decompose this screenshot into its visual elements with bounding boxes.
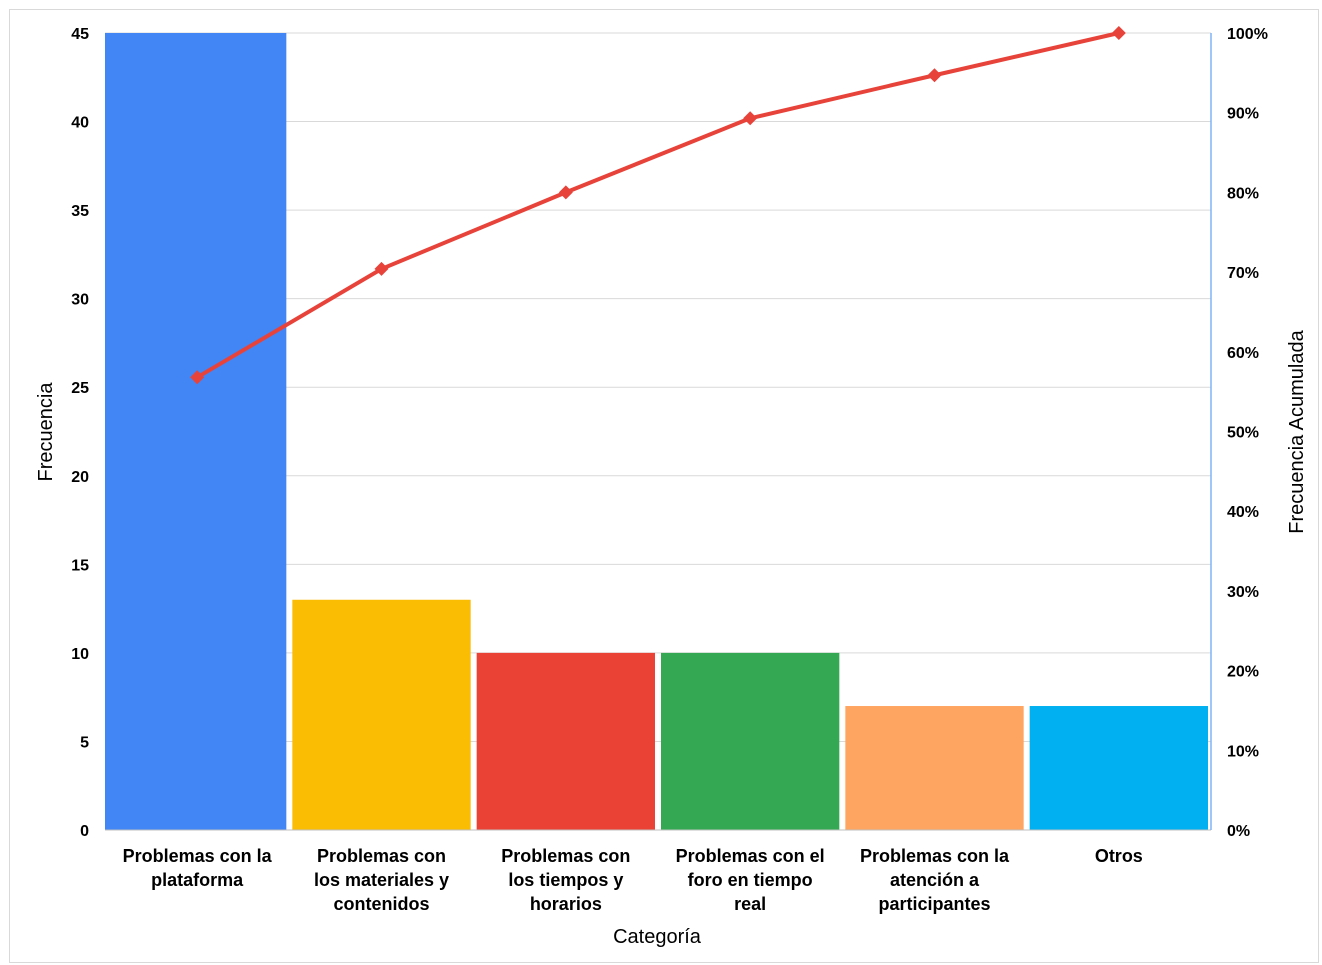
x-tick-label: Problemas con la plataforma bbox=[123, 846, 273, 890]
cumulative-line bbox=[190, 26, 1126, 385]
y2-tick-label: 40% bbox=[1227, 504, 1259, 521]
cumulative-marker bbox=[374, 261, 389, 276]
y-tick-label: 40 bbox=[71, 115, 89, 132]
bar bbox=[845, 706, 1024, 830]
y2-tick-label: 30% bbox=[1227, 584, 1259, 601]
tick-labels: 0 5 10 15 20 25 30 35 40 45 0% 10% 20% 30% 40% 50% 60% 70… bbox=[71, 26, 1268, 914]
y-tick-label: 10 bbox=[71, 646, 89, 663]
y2-tick-label: 20% bbox=[1227, 664, 1259, 681]
gridlines bbox=[105, 32, 1211, 742]
bar bbox=[1029, 706, 1208, 830]
y2-tick-label: 60% bbox=[1227, 345, 1259, 362]
axes bbox=[105, 33, 1212, 831]
x-tick-label: Problemas con los materiales y contenidos bbox=[314, 846, 449, 914]
y2-tick-label: 10% bbox=[1227, 743, 1259, 760]
x-tick-label: Problemas con la atención a participantes bbox=[860, 846, 1010, 914]
cumulative-polyline bbox=[196, 31, 1120, 380]
x-tick-label: Problemas con el foro en tiempo real bbox=[676, 846, 825, 914]
bars bbox=[105, 33, 1208, 830]
cumulative-marker bbox=[558, 185, 573, 200]
y-tick-label: 45 bbox=[71, 26, 89, 43]
y-tick-label: 20 bbox=[71, 469, 89, 486]
y-tick-label: 5 bbox=[80, 734, 89, 751]
cumulative-marker bbox=[1111, 26, 1126, 40]
y2-tick-label: 80% bbox=[1227, 185, 1259, 202]
y-tick-label: 30 bbox=[71, 292, 89, 309]
y-tick-label: 0 bbox=[80, 823, 89, 840]
y-tick-label: 15 bbox=[71, 557, 89, 574]
cumulative-marker bbox=[743, 111, 758, 126]
x-tick-label: Otros bbox=[1095, 846, 1143, 866]
bar bbox=[661, 652, 840, 830]
y2-tick-label: 0% bbox=[1227, 823, 1250, 840]
cumulative-marker bbox=[190, 370, 205, 385]
x-axis-title: Categoría bbox=[613, 926, 702, 948]
bar bbox=[105, 33, 287, 830]
y-tick-label: 25 bbox=[71, 380, 89, 397]
y2-tick-label: 100% bbox=[1227, 26, 1268, 43]
y2-tick-label: 90% bbox=[1227, 106, 1259, 123]
bar bbox=[292, 599, 471, 830]
y2-axis-title: Frecuencia Acumulada bbox=[1286, 329, 1308, 533]
y-axis-title: Frecuencia bbox=[35, 382, 57, 482]
y2-tick-label: 70% bbox=[1227, 265, 1259, 282]
cumulative-marker bbox=[927, 68, 942, 83]
bar bbox=[476, 652, 655, 830]
y-tick-label: 35 bbox=[71, 203, 89, 220]
x-tick-label: Problemas con los tiempos y horarios bbox=[501, 846, 630, 914]
y2-tick-label: 50% bbox=[1227, 425, 1259, 442]
